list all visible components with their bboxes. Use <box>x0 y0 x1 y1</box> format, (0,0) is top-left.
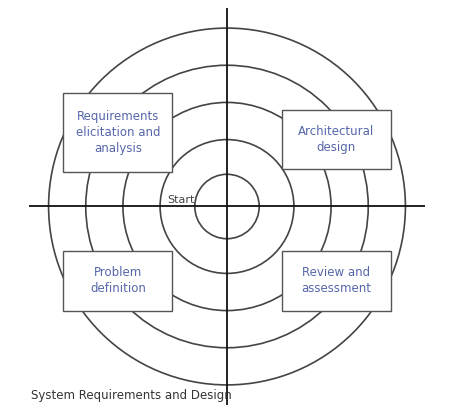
Text: Requirements
elicitation and
analysis: Requirements elicitation and analysis <box>76 110 160 154</box>
Text: Architectural
design: Architectural design <box>298 125 374 154</box>
Text: Start: Start <box>168 195 195 205</box>
FancyBboxPatch shape <box>64 93 173 172</box>
Text: Problem
definition: Problem definition <box>90 266 146 295</box>
Text: Review and
assessment: Review and assessment <box>301 266 371 295</box>
FancyBboxPatch shape <box>281 251 390 311</box>
FancyBboxPatch shape <box>64 251 173 311</box>
Text: System Requirements and Design: System Requirements and Design <box>31 389 232 402</box>
FancyBboxPatch shape <box>281 110 390 169</box>
